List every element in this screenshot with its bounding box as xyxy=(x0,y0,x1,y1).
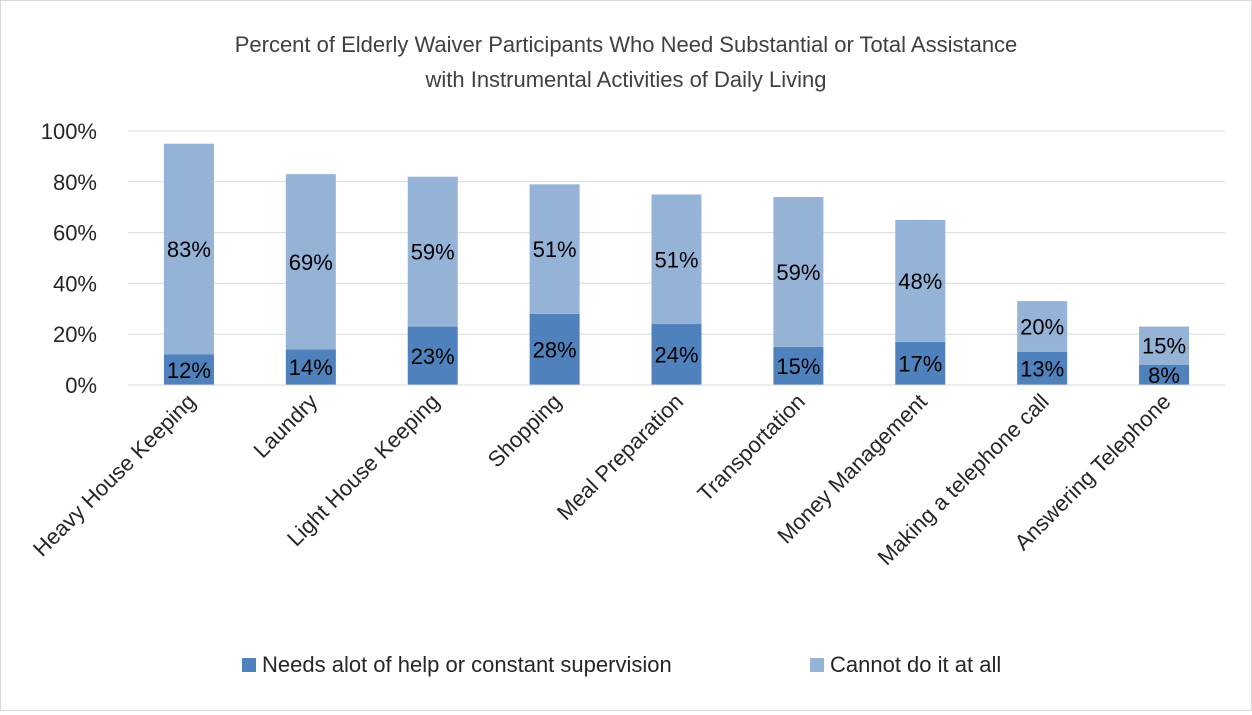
x-tick-label: Heavy House Keeping xyxy=(28,389,200,561)
data-label: 20% xyxy=(1020,315,1064,340)
y-tick-label: 40% xyxy=(53,271,97,296)
legend-item: Needs alot of help or constant supervisi… xyxy=(242,652,672,677)
legend-swatch xyxy=(810,658,824,672)
x-tick-label: Meal Preparation xyxy=(552,389,688,525)
bar-help xyxy=(773,346,824,385)
bar-help xyxy=(651,324,702,385)
bar-cannot xyxy=(163,143,214,355)
bar-help xyxy=(895,341,946,385)
bar-cannot xyxy=(529,184,580,314)
bar-cannot xyxy=(895,219,946,342)
legend: Needs alot of help or constant supervisi… xyxy=(242,652,1001,677)
bar-cannot xyxy=(773,197,824,347)
bar-help xyxy=(1017,351,1068,385)
bar-cannot xyxy=(407,176,458,327)
bar-help xyxy=(163,354,214,385)
data-label: 59% xyxy=(411,240,455,265)
bar-cannot xyxy=(1017,301,1068,352)
y-tick-label: 60% xyxy=(53,221,97,246)
data-label: 17% xyxy=(898,351,942,376)
y-tick-label: 0% xyxy=(65,373,97,398)
legend-label: Cannot do it at all xyxy=(830,652,1001,677)
data-label: 14% xyxy=(289,355,333,380)
bar-cannot xyxy=(1139,326,1190,365)
data-label: 24% xyxy=(654,343,698,368)
data-label: 69% xyxy=(289,250,333,275)
data-label: 83% xyxy=(167,237,211,262)
data-label: 28% xyxy=(533,337,577,362)
bar-help xyxy=(1139,364,1190,385)
data-label: 51% xyxy=(533,237,577,262)
x-tick-label: Transportation xyxy=(693,389,810,506)
bar-help xyxy=(407,326,458,385)
data-label: 15% xyxy=(1142,334,1186,359)
data-label: 13% xyxy=(1020,356,1064,381)
legend-swatch xyxy=(242,658,256,672)
bar-cannot xyxy=(651,194,702,325)
y-axis: 0% 20% 40% 60% 80% 100% xyxy=(41,119,97,398)
legend-item: Cannot do it at all xyxy=(810,652,1001,677)
data-label: 23% xyxy=(411,344,455,369)
y-tick-label: 100% xyxy=(41,119,97,144)
chart-title: Percent of Elderly Waiver Participants W… xyxy=(235,32,1018,57)
legend-label: Needs alot of help or constant supervisi… xyxy=(262,652,672,677)
data-label: 12% xyxy=(167,358,211,383)
data-label: 59% xyxy=(776,260,820,285)
x-tick-label: Laundry xyxy=(248,389,322,463)
bar-cannot xyxy=(285,174,336,350)
bars xyxy=(163,143,1190,385)
chart-subtitle: with Instrumental Activities of Daily Li… xyxy=(424,67,826,92)
data-label: 15% xyxy=(776,354,820,379)
data-label: 8% xyxy=(1148,363,1180,388)
data-labels: 12% 83% 14% 69% 23% 59% 28% 51% 24% 51% 15% 59% 17% 4… xyxy=(167,237,1186,388)
data-label: 51% xyxy=(654,247,698,272)
bar-help xyxy=(285,349,336,385)
y-tick-label: 20% xyxy=(53,322,97,347)
bar-help xyxy=(529,313,580,385)
y-tick-label: 80% xyxy=(53,170,97,195)
data-label: 48% xyxy=(898,269,942,294)
x-tick-label: Shopping xyxy=(483,389,566,472)
